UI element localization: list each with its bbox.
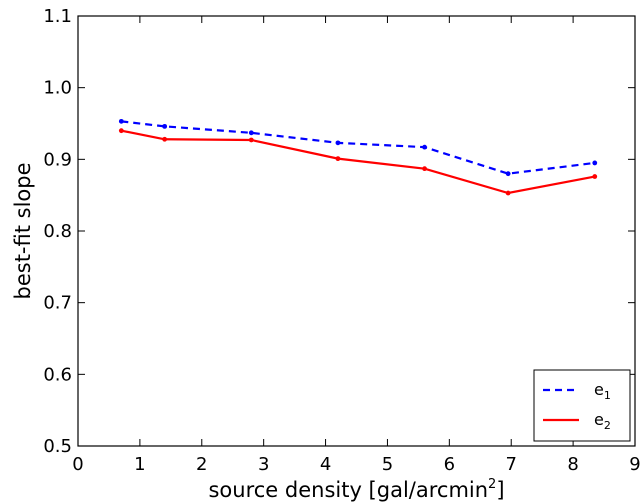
y-tick-label: 0.8 — [43, 221, 72, 242]
x-tick-label: 1 — [134, 454, 145, 475]
y-tick-label: 0.7 — [43, 293, 72, 314]
data-point — [248, 130, 254, 136]
plot-marks — [118, 118, 598, 196]
x-tick-label: 5 — [382, 454, 393, 475]
series-line-0 — [121, 120, 595, 175]
data-point — [162, 123, 168, 129]
x-axis-label-sup: 2 — [488, 477, 496, 492]
x-tick-label: 7 — [505, 454, 516, 475]
legend-label-subscript: 1 — [604, 389, 611, 402]
series-line-1 — [121, 129, 595, 195]
x-tick-label: 6 — [444, 454, 455, 475]
data-point — [335, 156, 341, 162]
y-tick-label: 1.0 — [43, 78, 72, 99]
legend-label-name: e — [594, 380, 604, 399]
data-point — [335, 140, 341, 146]
y-tick-label: 0.9 — [43, 149, 72, 170]
x-tick-label: 2 — [196, 454, 207, 475]
data-point — [592, 160, 598, 166]
data-point — [592, 174, 598, 179]
data-point — [118, 118, 124, 124]
legend-label-name: e — [594, 410, 604, 429]
axis-ticks — [77, 15, 636, 447]
x-axis-label-main: source density [gal/arcmin — [208, 478, 488, 502]
series-0 — [118, 118, 598, 177]
legend-label-subscript: 2 — [604, 419, 611, 432]
y-axis-label: best-fit slope — [11, 162, 35, 299]
legend-label-1: e2 — [594, 410, 611, 432]
x-tick-label: 0 — [72, 454, 83, 475]
y-tick-label: 0.6 — [43, 364, 72, 385]
x-tick-label: 9 — [629, 454, 640, 475]
x-tick-label: 4 — [320, 454, 331, 475]
data-point — [422, 144, 427, 150]
data-point — [162, 136, 168, 142]
data-point — [118, 128, 124, 134]
data-point — [505, 171, 511, 177]
data-point — [248, 137, 254, 143]
tick-labels: 0 1 2 3 4 5 6 7 8 9 0.5 0.6 0.7 0.8 0.9 1.0 1.1 — [43, 6, 640, 475]
y-tick-label: 1.1 — [43, 6, 72, 27]
data-point — [422, 166, 427, 172]
y-tick-label: 0.5 — [43, 436, 72, 457]
legend-label-0: e1 — [594, 380, 611, 402]
series-1 — [118, 128, 598, 196]
x-tick-label: 3 — [258, 454, 269, 475]
x-axis-label: source density [gal/arcmin2] — [208, 477, 504, 502]
x-axis-label-tail: ] — [496, 478, 504, 502]
legend-box — [533, 369, 631, 442]
x-tick-label: 8 — [567, 454, 578, 475]
data-point — [505, 190, 511, 196]
